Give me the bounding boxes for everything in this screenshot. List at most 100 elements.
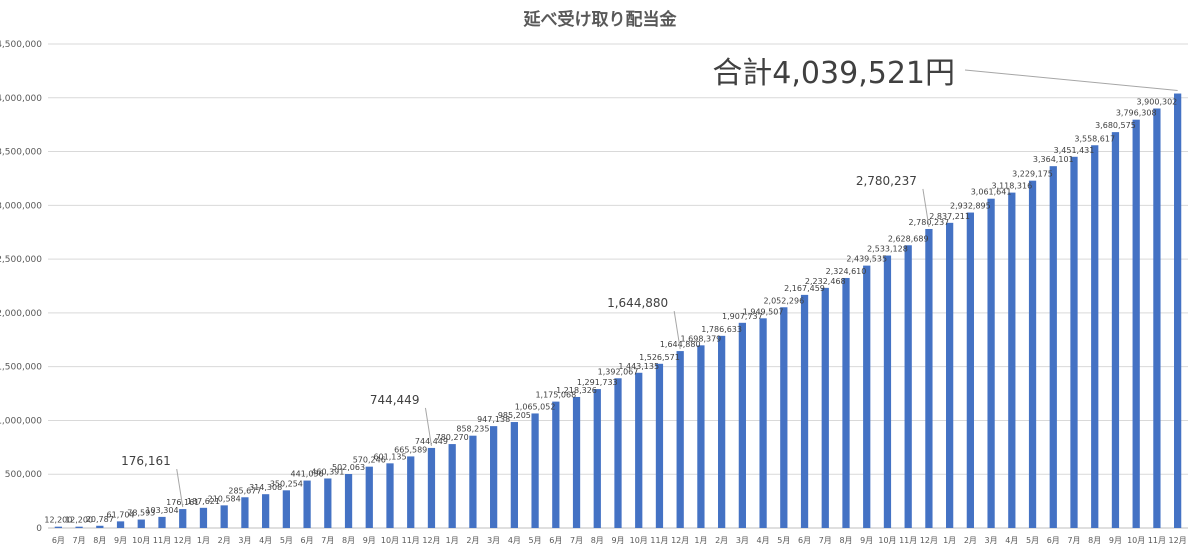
y-axis-ticks: 0 500,000 1,000,000 1,500,000 2,000,000 2,500…: [0, 40, 42, 534]
callout-label: 1,644,880: [607, 296, 668, 310]
data-label: 2,439,535: [846, 255, 887, 264]
x-tick-label: 6月: [798, 536, 811, 545]
bar: [324, 478, 332, 528]
data-label: 780,270: [436, 433, 469, 442]
data-label: 1,065,052: [515, 402, 556, 411]
y-tick-label: 500,000: [5, 470, 42, 480]
bar: [1174, 93, 1182, 529]
data-label: 985,205: [498, 411, 531, 420]
x-tick-label: 11月: [1148, 536, 1166, 545]
data-label: 61,704: [107, 510, 135, 519]
data-label: 1,443,135: [618, 362, 659, 371]
data-label: 210,584: [208, 494, 241, 503]
bar: [199, 507, 208, 528]
bar: [966, 212, 974, 528]
total-label: 合計4,039,521円: [712, 56, 955, 91]
data-label: 947,138: [477, 415, 510, 424]
bar: [821, 287, 829, 528]
x-tick-label: 9月: [114, 536, 127, 545]
bar: [137, 519, 145, 528]
x-tick-label: 10月: [1127, 536, 1145, 545]
bars: [54, 93, 1182, 529]
data-label: 3,900,302: [1137, 98, 1178, 107]
x-tick-label: 5月: [280, 536, 293, 545]
data-label: 3,061,641: [971, 188, 1012, 197]
data-label: 1,218,326: [556, 386, 597, 395]
x-tick-label: 3月: [487, 536, 500, 545]
x-tick-label: 3月: [985, 536, 998, 545]
x-tick-label: 4月: [508, 536, 521, 545]
bar: [220, 505, 228, 528]
data-label: 2,324,610: [826, 267, 867, 276]
x-tick-label: 11月: [650, 536, 668, 545]
data-label: 187,621: [187, 497, 220, 506]
x-tick-label: 12月: [174, 536, 192, 545]
x-tick-label: 2月: [466, 536, 479, 545]
x-tick-label: 9月: [363, 536, 376, 545]
data-label: 665,589: [394, 445, 427, 454]
data-label: 1,698,379: [681, 334, 722, 343]
data-label: 103,304: [145, 506, 178, 515]
x-tick-label: 4月: [259, 536, 272, 545]
bar: [179, 509, 187, 528]
callout-labels: 176,161 744,449 1,644,880 2,780,237: [121, 174, 930, 508]
data-label: 2,628,689: [888, 234, 929, 243]
x-tick-label: 7月: [321, 536, 334, 545]
bar: [904, 245, 912, 528]
x-tick-label: 9月: [860, 536, 873, 545]
data-label: 1,786,633: [701, 325, 742, 334]
x-tick-label: 10月: [878, 536, 896, 545]
bar: [490, 426, 498, 528]
x-tick-label: 12月: [422, 536, 440, 545]
y-tick-label: 2,000,000: [0, 309, 42, 319]
x-tick-label: 7月: [1067, 536, 1080, 545]
bar: [116, 521, 125, 528]
data-label: 2,167,459: [784, 284, 825, 293]
data-label: 176,161: [166, 498, 199, 507]
bar: [427, 447, 436, 528]
x-tick-label: 2月: [964, 536, 977, 545]
x-tick-label: 6月: [549, 536, 562, 545]
y-tick-label: 1,500,000: [0, 363, 42, 373]
y-tick-label: 1,000,000: [0, 416, 42, 426]
data-label: 3,118,316: [991, 182, 1032, 191]
callout-label: 744,449: [370, 393, 420, 407]
bar: [241, 497, 249, 528]
callout-label: 176,161: [121, 454, 171, 468]
x-tick-label: 8月: [591, 536, 604, 545]
gridlines: [48, 43, 1188, 529]
bar: [75, 526, 83, 528]
data-label: 3,558,617: [1074, 134, 1115, 143]
bar: [303, 480, 311, 528]
x-tick-label: 11月: [402, 536, 420, 545]
data-label: 2,837,211: [929, 212, 970, 221]
data-label: 285,677: [228, 486, 261, 495]
y-tick-label: 4,000,000: [0, 94, 42, 104]
data-label: 3,680,575: [1095, 121, 1136, 130]
callout-leader: [673, 311, 681, 350]
x-tick-label: 8月: [1088, 536, 1101, 545]
x-tick-label: 3月: [238, 536, 251, 545]
bar: [718, 335, 726, 528]
bar: [54, 526, 62, 528]
bar: [448, 444, 456, 528]
x-tick-label: 7月: [819, 536, 832, 545]
y-tick-label: 2,500,000: [0, 255, 42, 265]
bar: [800, 294, 809, 528]
x-tick-label: 7月: [570, 536, 583, 545]
x-tick-label: 3月: [736, 536, 749, 545]
bar: [987, 198, 995, 529]
bar: [262, 494, 270, 528]
callout-leader: [176, 468, 184, 508]
x-tick-label: 1月: [197, 536, 210, 545]
x-tick-label: 8月: [342, 536, 355, 545]
x-tick-label: 1月: [943, 536, 956, 545]
bar: [386, 463, 394, 528]
bar: [1091, 145, 1099, 528]
data-label: 1,291,733: [577, 378, 618, 387]
bar: [1153, 108, 1161, 528]
x-tick-label: 10月: [381, 536, 399, 545]
bar: [531, 413, 539, 528]
data-label: 2,232,468: [805, 277, 846, 286]
